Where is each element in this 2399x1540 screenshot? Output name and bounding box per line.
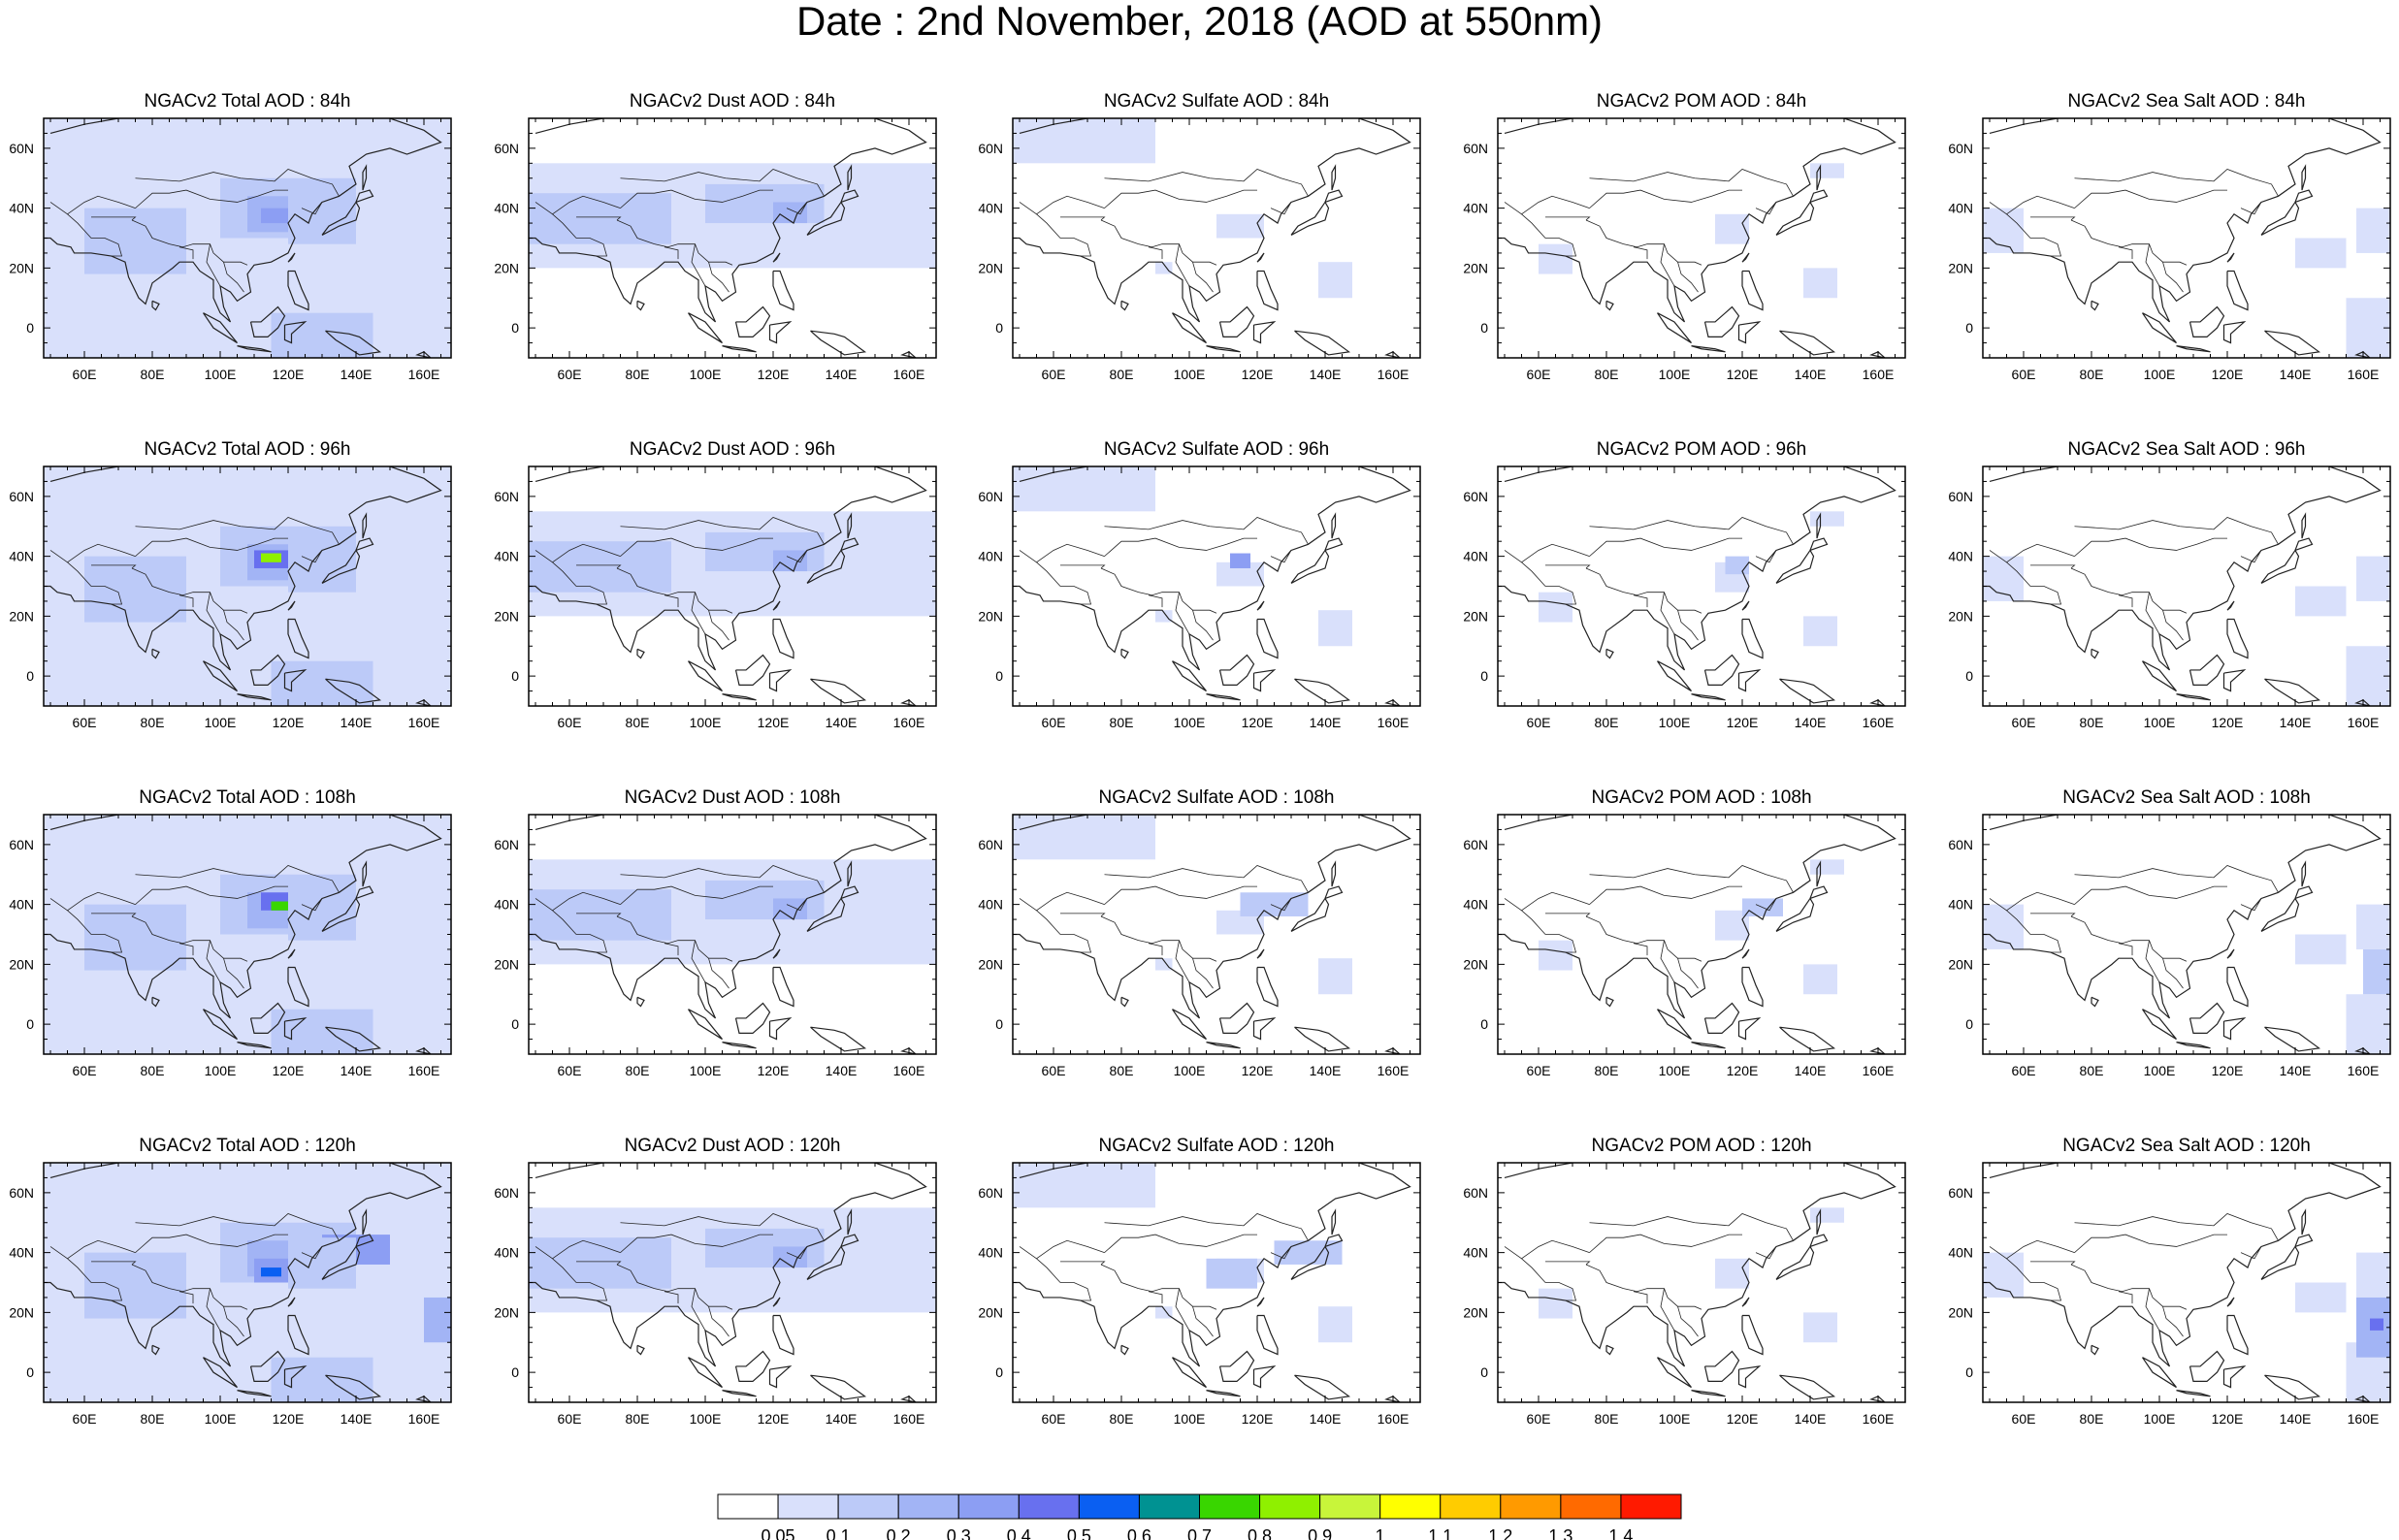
colorbar-label: 0.6 <box>1127 1526 1151 1540</box>
panel-title: NGACv2 Dust AOD : 120h <box>624 1136 841 1156</box>
colorbar-swatch <box>1259 1493 1321 1520</box>
colorbar-label: 1.1 <box>1428 1526 1452 1540</box>
colorbar-label: 0.4 <box>1007 1526 1031 1540</box>
panel-title: NGACv2 Sulfate AOD : 96h <box>1103 439 1330 460</box>
colorbar-swatch <box>777 1493 839 1520</box>
colorbar-swatch <box>1379 1493 1442 1520</box>
panel-title: NGACv2 Sulfate AOD : 84h <box>1103 91 1330 112</box>
panel-title: NGACv2 Sea Salt AOD : 108h <box>2062 787 2311 808</box>
colorbar-swatch <box>1138 1493 1200 1520</box>
colorbar-swatch <box>1319 1493 1381 1520</box>
panel-title: NGACv2 Total AOD : 84h <box>144 91 351 112</box>
colorbar-swatch <box>957 1493 1020 1520</box>
colorbar-label: 1.4 <box>1608 1526 1633 1540</box>
panel-title: NGACv2 Sea Salt AOD : 120h <box>2062 1136 2311 1156</box>
colorbar-swatch <box>1500 1493 1562 1520</box>
panel-title: NGACv2 Total AOD : 120h <box>139 1136 356 1156</box>
colorbar-swatch <box>1560 1493 1622 1520</box>
panel-title: NGACv2 Dust AOD : 84h <box>629 91 836 112</box>
panel-title: NGACv2 Total AOD : 96h <box>144 439 351 460</box>
colorbar-label: 0.8 <box>1248 1526 1272 1540</box>
page-title: Date : 2nd November, 2018 (AOD at 550nm) <box>795 0 1604 44</box>
colorbar-label: 0.9 <box>1308 1526 1332 1540</box>
colorbar-swatch <box>1440 1493 1502 1520</box>
colorbar-label: 0.2 <box>887 1526 911 1540</box>
colorbar-swatch <box>837 1493 899 1520</box>
colorbar-swatch <box>1018 1493 1080 1520</box>
panel-title: NGACv2 POM AOD : 84h <box>1596 91 1807 112</box>
colorbar-label: 1.3 <box>1548 1526 1572 1540</box>
panel-title: NGACv2 Total AOD : 108h <box>139 787 356 808</box>
panel-title: NGACv2 POM AOD : 96h <box>1596 439 1807 460</box>
panel-title: NGACv2 Dust AOD : 96h <box>629 439 836 460</box>
colorbar-label: 1.2 <box>1488 1526 1512 1540</box>
colorbar-label: 1 <box>1376 1526 1385 1540</box>
panel-title: NGACv2 Sea Salt AOD : 84h <box>2067 91 2306 112</box>
colorbar-swatch <box>1078 1493 1140 1520</box>
panel-title: NGACv2 POM AOD : 108h <box>1591 787 1812 808</box>
colorbar-label: 0.5 <box>1067 1526 1091 1540</box>
panel-title: NGACv2 Sulfate AOD : 120h <box>1098 1136 1335 1156</box>
colorbar-swatch <box>897 1493 959 1520</box>
colorbar-label: 0.7 <box>1187 1526 1212 1540</box>
panel-title: NGACv2 Sulfate AOD : 108h <box>1098 787 1335 808</box>
panel-title: NGACv2 Sea Salt AOD : 96h <box>2067 439 2306 460</box>
colorbar-label: 0.05 <box>762 1526 795 1540</box>
colorbar-label: 0.3 <box>947 1526 971 1540</box>
colorbar-swatch <box>717 1493 779 1520</box>
colorbar-swatch <box>1199 1493 1261 1520</box>
colorbar-label: 0.1 <box>827 1526 851 1540</box>
panel-title: NGACv2 POM AOD : 120h <box>1591 1136 1812 1156</box>
panel-title: NGACv2 Dust AOD : 108h <box>624 787 841 808</box>
colorbar-swatch <box>1620 1493 1682 1520</box>
